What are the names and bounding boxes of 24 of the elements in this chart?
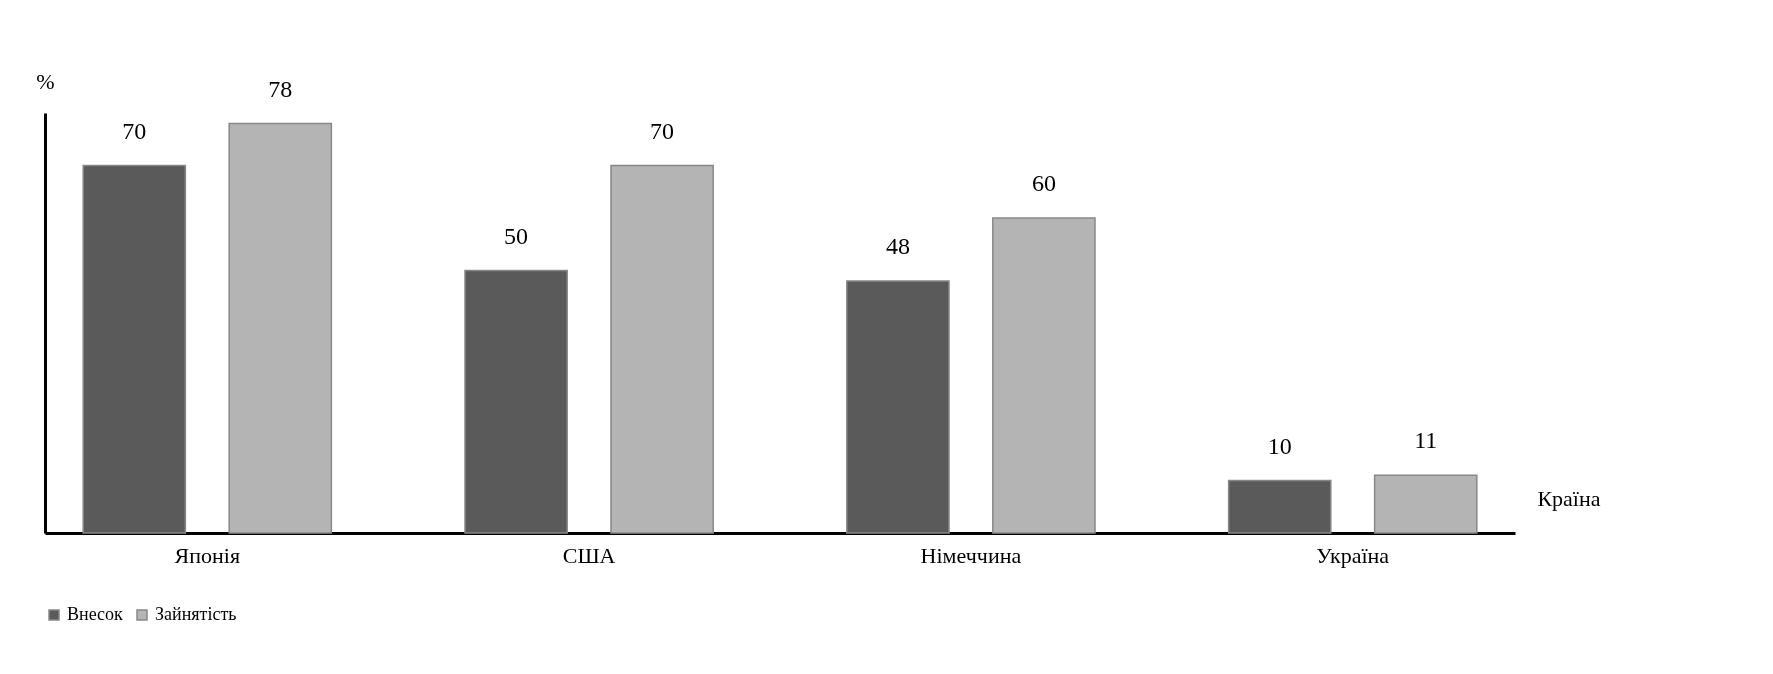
bar	[846, 280, 950, 534]
data-label: 70	[122, 117, 147, 144]
x-tick-label: Німеччина	[920, 542, 1022, 568]
data-label: 50	[504, 222, 529, 249]
data-label: 11	[1414, 427, 1438, 454]
bar	[992, 217, 1096, 534]
bar	[1373, 474, 1478, 534]
legend-label: Внесок	[67, 604, 124, 624]
y-axis-title: %	[36, 68, 55, 94]
data-label: 70	[650, 117, 675, 144]
data-label: 78	[268, 75, 293, 102]
x-axis-title: Країна	[1537, 485, 1601, 511]
bar	[610, 164, 714, 534]
x-tick-label: США	[562, 542, 616, 568]
legend-label: Зайнятість	[155, 604, 237, 624]
x-tick-label: Японія	[174, 542, 240, 568]
data-label: 60	[1031, 170, 1056, 196]
bar	[82, 164, 187, 534]
data-label: 10	[1267, 432, 1292, 459]
bar	[228, 122, 333, 534]
bar	[1227, 479, 1332, 534]
data-label: 48	[885, 233, 910, 259]
bar	[464, 269, 568, 534]
x-tick-label: Україна	[1316, 542, 1390, 568]
